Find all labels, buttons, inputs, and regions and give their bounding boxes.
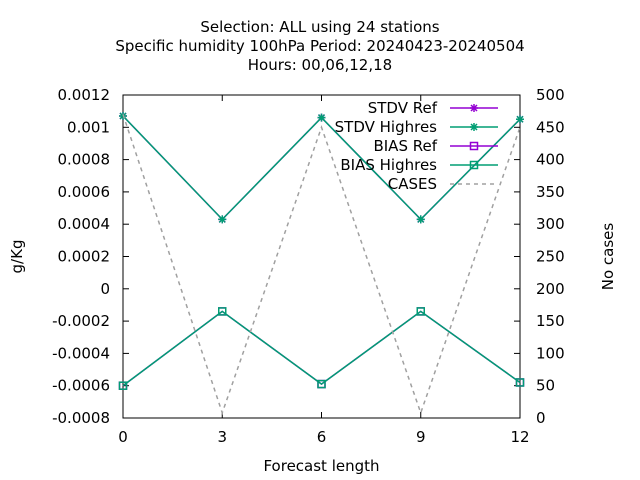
plot-border — [122, 94, 521, 419]
y-tick-label: 0.0008 — [58, 151, 111, 169]
x-tick-label: 3 — [217, 428, 227, 446]
data-point-d2 — [317, 114, 326, 122]
y-tick-label: 0.0004 — [58, 215, 111, 233]
legend-label: CASES — [388, 175, 437, 193]
y-tick-label: -0.0004 — [52, 344, 110, 362]
y2-tick-label: 100 — [536, 344, 565, 362]
y2-tick-label: 250 — [536, 248, 565, 266]
legend-label: BIAS Ref — [373, 137, 437, 155]
y2-tick-label: 500 — [536, 86, 565, 104]
y-tick-label: 0.0012 — [58, 86, 111, 104]
series-line — [122, 115, 521, 221]
legend-marker-d2 — [470, 123, 478, 131]
data-point — [515, 378, 525, 387]
x-axis-label: Forecast length — [263, 457, 379, 475]
y-tick-label: -0.0006 — [52, 377, 110, 395]
legend-label: STDV Ref — [368, 99, 438, 117]
legend-marker — [469, 141, 479, 151]
data-point — [218, 307, 227, 316]
y2-tick-label: 400 — [536, 151, 565, 169]
y-axis-label: g/Kg — [8, 240, 26, 274]
series-line — [122, 114, 521, 416]
title-line-1: Selection: ALL using 24 stations — [200, 18, 439, 36]
legend-marker — [469, 160, 479, 170]
data-point-d2 — [516, 115, 524, 123]
title-line-3: Hours: 00,06,12,18 — [248, 56, 392, 74]
y2-tick-label: 50 — [536, 377, 555, 395]
y2-tick-label: 200 — [536, 280, 565, 298]
tick-labels: 0 3 6 9 12 -0.0008 -0.0006 -0.0004 -0.0002 0 0.000… — [52, 86, 565, 446]
plot-area — [118, 111, 525, 416]
y-tick-label: 0 — [100, 280, 110, 298]
y-tick-label: -0.0008 — [52, 409, 110, 427]
series-bias-highres — [118, 307, 525, 390]
axes — [122, 94, 521, 419]
chart-title: Selection: ALL using 24 stationsSpecific… — [115, 18, 524, 74]
series-line — [122, 310, 521, 387]
y2-axis-label: No cases — [599, 223, 617, 291]
y2-tick-label: 300 — [536, 215, 565, 233]
legend-label: STDV Highres — [335, 118, 438, 136]
series-line — [122, 115, 521, 221]
data-point — [317, 379, 326, 389]
data-point-d2 — [218, 215, 226, 223]
legend-marker-d2 — [470, 104, 478, 112]
y2-tick-label: 450 — [536, 118, 565, 136]
legend-label: BIAS Highres — [340, 156, 437, 174]
y-tick-label: 0.001 — [67, 118, 110, 136]
series-bias-ref — [118, 307, 525, 390]
series-line — [122, 310, 521, 387]
series-cases — [122, 114, 521, 416]
x-tick-label: 9 — [416, 428, 426, 446]
data-point — [118, 381, 128, 390]
data-point — [416, 307, 425, 316]
x-tick-label: 12 — [510, 428, 529, 446]
series-stdv-highres — [119, 111, 524, 224]
x-tick-label: 0 — [118, 428, 128, 446]
y-tick-label: -0.0002 — [52, 312, 110, 330]
y2-tick-label: 350 — [536, 183, 565, 201]
y-tick-label: 0.0006 — [58, 183, 111, 201]
y2-tick-label: 150 — [536, 312, 565, 330]
title-line-2: Specific humidity 100hPa Period: 2024042… — [115, 37, 524, 55]
x-tick-label: 6 — [317, 428, 327, 446]
y2-tick-label: 0 — [536, 409, 546, 427]
data-point-d2 — [417, 215, 425, 223]
y-tick-label: 0.0002 — [58, 248, 111, 266]
